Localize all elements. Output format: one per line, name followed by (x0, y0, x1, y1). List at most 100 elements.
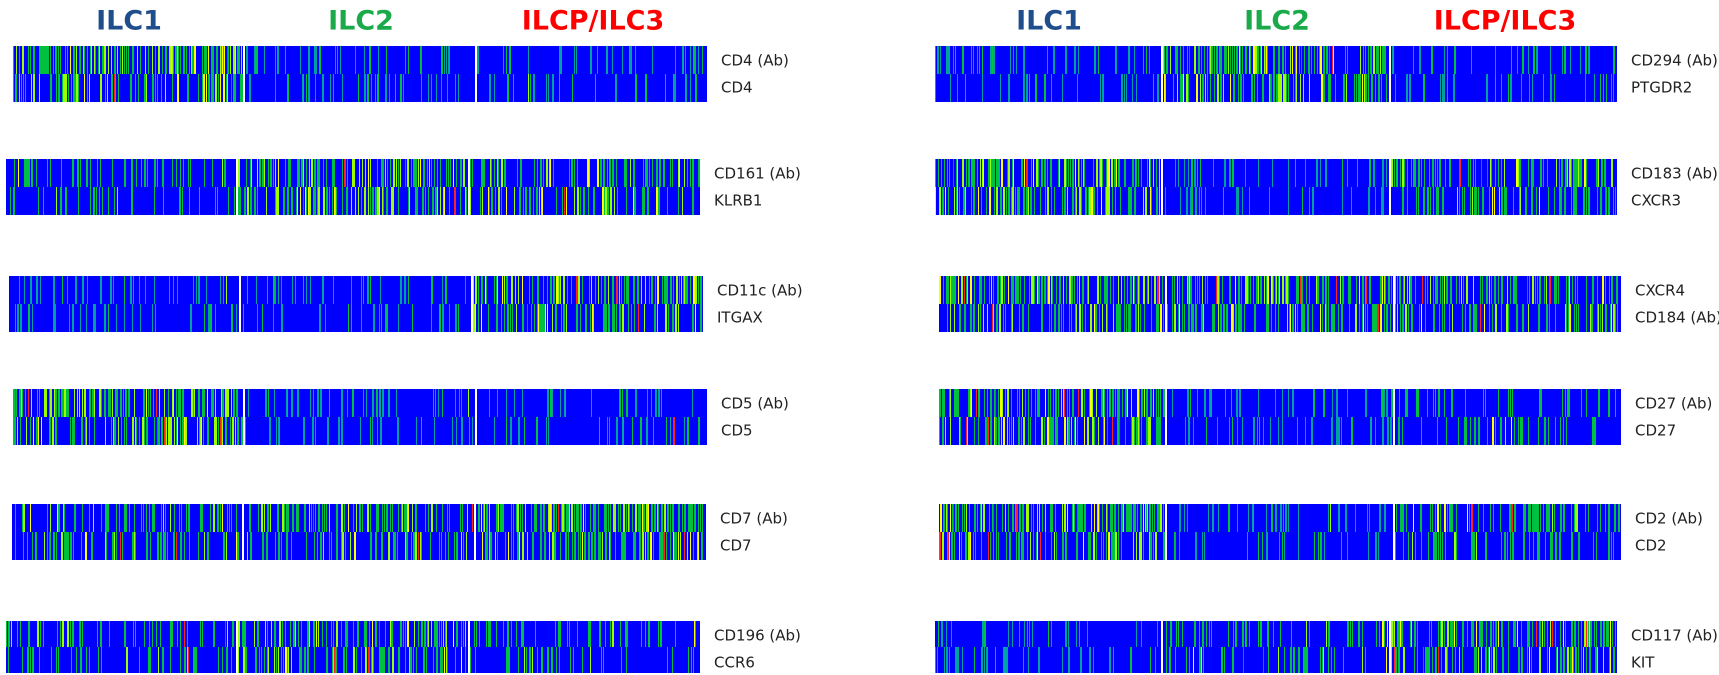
heatmap-stripe (1145, 504, 1146, 532)
heatmap-stripe (1244, 304, 1245, 332)
heatmap-stripe (559, 276, 560, 304)
heatmap-block (470, 621, 700, 673)
heatmap-stripe (204, 389, 205, 417)
heatmap-stripe (415, 532, 417, 560)
heatmap-stripe (152, 304, 153, 332)
heatmap-stripe (261, 504, 263, 532)
heatmap-stripe (1093, 417, 1094, 445)
heatmap-stripe (503, 46, 504, 74)
heatmap-stripe (1445, 159, 1446, 187)
heatmap-stripe (285, 647, 287, 673)
heatmap-stripe (50, 504, 51, 532)
heatmap-stripe (1021, 532, 1022, 560)
heatmap-stripe (393, 187, 394, 215)
heatmap-stripe (518, 504, 519, 532)
heatmap-stripe (667, 276, 668, 304)
heatmap-stripe (1376, 621, 1377, 647)
heatmap-stripe (398, 304, 399, 332)
heatmap-stripe (1179, 304, 1180, 332)
heatmap-stripe (1024, 621, 1025, 647)
heatmap-stripe (1258, 276, 1259, 304)
heatmap-stripe (572, 74, 573, 102)
heatmap-stripe (1120, 187, 1121, 215)
heatmap-stripe (1076, 304, 1077, 332)
heatmap-stripe (33, 417, 34, 445)
heatmap-stripe (440, 647, 442, 673)
heatmap-stripe (233, 46, 235, 74)
heatmap-stripe (318, 159, 319, 187)
heatmap-stripe (1016, 504, 1018, 532)
heatmap-stripe (550, 276, 552, 304)
heatmap-stripe (425, 504, 426, 532)
heatmap-stripe (1047, 46, 1048, 74)
heatmap-stripe (1175, 304, 1176, 332)
heatmap-stripe (1397, 276, 1398, 304)
heatmap-stripe (446, 159, 447, 187)
heatmap-stripe (336, 647, 337, 673)
heatmap-stripe (1233, 74, 1235, 102)
heatmap-stripe (389, 647, 390, 673)
heatmap-stripe (961, 276, 963, 304)
heatmap-stripe (1485, 647, 1487, 673)
heatmap-stripe (1320, 532, 1322, 560)
heatmap-stripe (1276, 276, 1277, 304)
heatmap-stripe (1475, 647, 1477, 673)
heatmap-stripe (119, 504, 120, 532)
heatmap-stripe (241, 74, 243, 102)
heatmap-stripe (278, 46, 279, 74)
heatmap-stripe (383, 647, 385, 673)
heatmap-stripe (171, 621, 172, 647)
heatmap-stripe (1347, 389, 1348, 417)
heatmap-stripe (1317, 46, 1318, 74)
marker-label: CCR6 (714, 654, 755, 672)
heatmap-stripe (361, 647, 362, 673)
heatmap-stripe (1413, 504, 1414, 532)
heatmap-stripe (939, 187, 941, 215)
heatmap-stripe (17, 304, 19, 332)
heatmap-stripe (1549, 304, 1550, 332)
heatmap-stripe (675, 304, 677, 332)
heatmap-stripe (1053, 389, 1054, 417)
heatmap-stripe (645, 532, 646, 560)
heatmap-stripe (1131, 504, 1132, 532)
heatmap-stripe (1036, 159, 1038, 187)
heatmap-stripe (1253, 504, 1254, 532)
heatmap-stripe (587, 159, 589, 187)
heatmap-stripe (1133, 504, 1135, 532)
heatmap-stripe (288, 187, 289, 215)
heatmap-stripe (67, 621, 69, 647)
heatmap-stripe (421, 621, 423, 647)
heatmap-stripe (1394, 159, 1395, 187)
heatmap-stripe (80, 46, 81, 74)
heatmap-stripe (1156, 187, 1157, 215)
heatmap-stripe (1003, 417, 1005, 445)
heatmap-stripe (372, 187, 374, 215)
heatmap-stripe (532, 532, 533, 560)
heatmap-stripe (65, 187, 67, 215)
heatmap-stripe (115, 74, 116, 102)
heatmap-stripe (616, 417, 618, 445)
heatmap-stripe (139, 417, 140, 445)
heatmap-stripe (194, 647, 196, 673)
heatmap-stripe (345, 621, 346, 647)
heatmap-stripe (938, 621, 939, 647)
heatmap-stripe (1436, 187, 1437, 215)
heatmap-stripe (1517, 46, 1518, 74)
heatmap-stripe (1414, 621, 1416, 647)
heatmap-stripe (108, 187, 109, 215)
heatmap-stripe (292, 504, 293, 532)
heatmap-stripe (15, 417, 16, 445)
heatmap-stripe (1027, 187, 1028, 215)
heatmap-stripe (247, 532, 248, 560)
heatmap-stripe (1450, 621, 1451, 647)
heatmap-stripe (1386, 647, 1387, 673)
heatmap-stripe (560, 389, 561, 417)
heatmap-stripe (25, 389, 26, 417)
heatmap-stripe (996, 532, 997, 560)
heatmap-stripe (247, 276, 248, 304)
heatmap-stripe (1239, 46, 1240, 74)
heatmap-stripe (577, 504, 579, 532)
heatmap-stripe (1188, 276, 1189, 304)
heatmap-stripe (1118, 304, 1120, 332)
heatmap-stripe (974, 187, 975, 215)
